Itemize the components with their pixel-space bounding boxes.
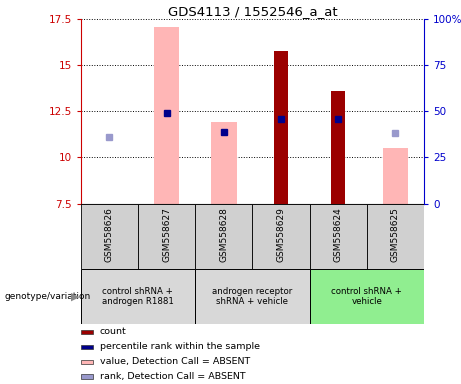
Text: ▶: ▶ xyxy=(71,291,80,302)
Bar xyxy=(310,269,424,324)
Text: rank, Detection Call = ABSENT: rank, Detection Call = ABSENT xyxy=(100,372,245,381)
Bar xyxy=(81,359,93,364)
Bar xyxy=(81,374,93,379)
Bar xyxy=(81,204,138,269)
Bar xyxy=(331,91,345,204)
Text: GSM558629: GSM558629 xyxy=(277,207,285,262)
Bar xyxy=(81,345,93,349)
Text: percentile rank within the sample: percentile rank within the sample xyxy=(100,342,260,351)
Text: genotype/variation: genotype/variation xyxy=(5,292,91,301)
Bar xyxy=(81,330,93,334)
Bar xyxy=(195,269,310,324)
Bar xyxy=(383,148,408,204)
Title: GDS4113 / 1552546_a_at: GDS4113 / 1552546_a_at xyxy=(168,5,337,18)
Bar xyxy=(253,204,310,269)
Bar xyxy=(154,26,179,204)
Bar xyxy=(310,204,367,269)
Bar xyxy=(195,204,253,269)
Text: GSM558624: GSM558624 xyxy=(334,207,343,262)
Text: control shRNA +
androgen R1881: control shRNA + androgen R1881 xyxy=(102,287,174,306)
Bar xyxy=(138,204,195,269)
Bar xyxy=(81,269,195,324)
Text: GSM558625: GSM558625 xyxy=(391,207,400,262)
Text: value, Detection Call = ABSENT: value, Detection Call = ABSENT xyxy=(100,357,250,366)
Text: control shRNA +
vehicle: control shRNA + vehicle xyxy=(331,287,402,306)
Text: count: count xyxy=(100,328,126,336)
Bar xyxy=(367,204,424,269)
Bar xyxy=(211,122,236,204)
Text: GSM558628: GSM558628 xyxy=(219,207,228,262)
Text: GSM558627: GSM558627 xyxy=(162,207,171,262)
Bar xyxy=(274,51,288,204)
Text: androgen receptor
shRNA + vehicle: androgen receptor shRNA + vehicle xyxy=(212,287,293,306)
Text: GSM558626: GSM558626 xyxy=(105,207,114,262)
